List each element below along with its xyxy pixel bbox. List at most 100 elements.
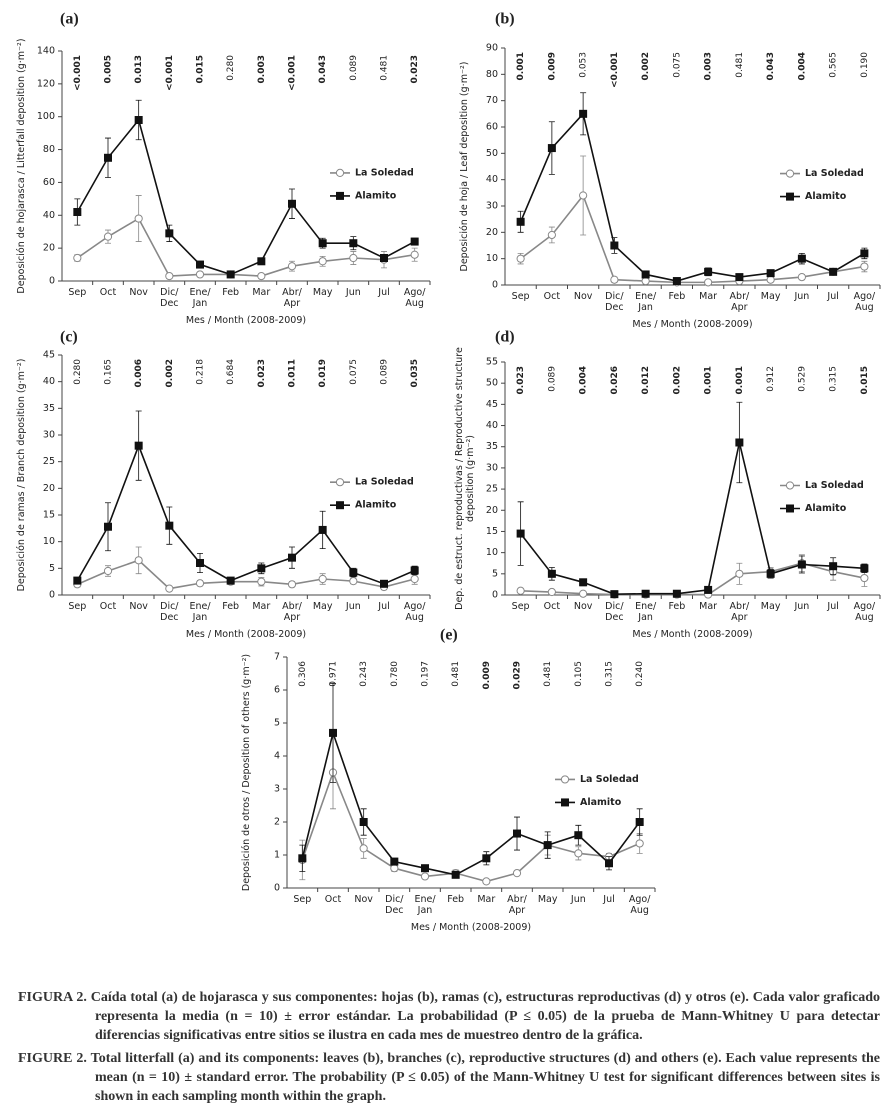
p-value: 0.089 [349,55,359,81]
y-tick-label: 80 [486,69,498,80]
x-tick-label: May [761,291,781,302]
x-tick-label: Jun [345,601,361,612]
data-point [73,253,82,263]
p-value: 0.089 [380,359,390,385]
data-point [735,569,744,578]
y-tick-label: 70 [486,95,498,106]
legend-label: La Soledad [355,167,414,178]
data-point [103,566,113,576]
p-value: 0.043 [318,55,328,83]
data-point [257,564,266,573]
p-value: 0.002 [641,52,651,80]
p-value: 0.015 [196,55,206,83]
data-point [287,580,297,589]
data-point [579,109,588,118]
x-tick-label: Jul [377,287,389,298]
x-tick-label: Mar [699,601,717,612]
p-value: 0.190 [860,52,870,78]
x-tick-label: Abr/Apr [730,601,750,623]
p-value: 0.011 [288,359,298,387]
series-line [77,559,415,590]
legend-label: Alamito [805,191,847,202]
y-tick-label: 80 [43,144,55,155]
legend-marker [336,501,344,510]
y-tick-label: 25 [43,456,55,467]
x-tick-label: May [313,287,333,298]
p-value: 0.481 [451,661,461,687]
y-axis-label: Deposición de hojarasca / Litterfall dep… [16,38,27,293]
data-point [134,116,143,124]
p-value: 0.529 [797,366,807,392]
p-value: 0.009 [482,661,492,689]
data-point [797,560,806,569]
data-point [641,276,650,286]
x-tick-label: May [538,894,558,905]
p-value: 0.197 [421,661,431,687]
y-tick-label: 5 [492,568,498,579]
data-point [512,869,522,878]
series-line [301,770,640,883]
x-tick-label: Jun [345,287,361,298]
data-point [134,441,143,450]
p-value: 0.003 [704,52,714,80]
p-value: 0.026 [610,366,620,394]
y-tick-label: 90 [486,43,498,54]
p-value: 0.012 [641,366,651,394]
panel-label: (a) [60,11,79,28]
p-value: 0.002 [165,359,175,387]
p-value: <0.001 [73,55,83,91]
x-tick-label: Nov [574,601,593,612]
caption: FIGURA 2. Caída total (a) de hojarasca y… [18,988,880,1110]
legend-label: Alamito [355,500,397,511]
x-tick-label: Ago/Aug [629,894,651,916]
y-tick-label: 5 [49,563,55,574]
p-value: <0.001 [288,55,298,91]
y-tick-label: 0 [49,276,55,287]
data-point [766,269,775,278]
data-point [359,818,368,826]
caption-text: Caída total (a) de hojarasca y sus compo… [90,990,880,1043]
series-line [76,118,416,276]
x-tick-label: Ene/Jan [635,601,657,623]
y-tick-label: 35 [486,441,498,452]
p-value: 0.243 [359,661,369,687]
p-value: 0.043 [766,52,776,80]
caption-label: FIGURE 2. [18,1051,87,1066]
data-point [672,277,681,286]
legend-marker [786,504,794,513]
x-tick-label: Dic/Dec [160,601,179,623]
x-tick-label: Feb [222,287,239,298]
x-tick-label: Sep [68,287,86,298]
data-point [610,275,619,284]
data-point [704,585,713,594]
data-point [641,270,650,279]
data-point [318,257,327,266]
x-tick-label: Ene/Jan [189,287,211,309]
data-point [349,239,358,248]
x-tick-label: Dic/Dec [160,287,179,309]
p-value: 0.240 [635,661,645,687]
x-tick-label: Sep [512,601,530,612]
x-tick-label: Feb [447,894,464,905]
x-tick-label: Oct [544,601,561,612]
y-tick-label: 1 [274,850,280,861]
legend-marker [335,168,345,177]
data-point [410,574,419,584]
data-point [195,579,205,588]
legend-label: Alamito [355,190,397,201]
p-value: 0.971 [329,661,339,687]
y-tick-label: 25 [486,484,498,495]
x-tick-label: Ago/Aug [404,287,426,309]
x-tick-label: Mar [252,287,270,298]
caption-text: Total litterfall (a) and its components:… [90,1051,881,1104]
data-point [704,278,713,287]
p-value: 0.315 [829,366,839,392]
data-point [482,854,491,863]
p-value: 0.035 [410,359,420,387]
caption-label: FIGURA 2. [18,990,87,1005]
x-tick-label: Feb [668,601,685,612]
p-value: 0.006 [134,359,144,387]
x-axis-label: Mes / Month (2008-2009) [186,315,306,326]
y-tick-label: 50 [486,148,498,159]
